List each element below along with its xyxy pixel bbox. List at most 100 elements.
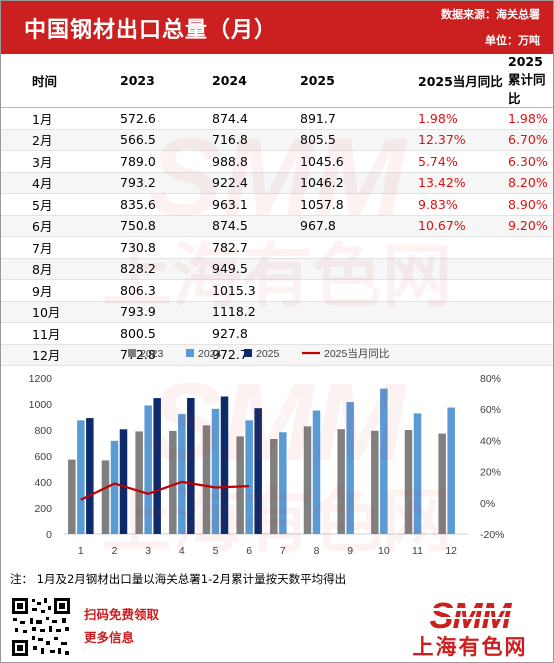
table-cell: 891.7 [300, 107, 418, 130]
y2-tick-label: 0% [480, 498, 495, 510]
table-cell: 1118.2 [212, 301, 300, 323]
y-tick-label: 1000 [29, 399, 53, 411]
table-cell: 963.1 [212, 193, 300, 216]
export-chart: 0 200 400 600 800 1000 1200 -20% 0% 20% 40% 60% 80% 1… [29, 347, 505, 557]
x-tick-label: 12 [445, 545, 457, 557]
table-cell: 874.4 [212, 107, 300, 130]
table-cell [418, 301, 508, 323]
table-cell: 782.7 [212, 236, 300, 259]
table-row: 3月 789.0 988.8 1045.6 5.74% 6.30% [0, 150, 554, 173]
table-cell: 6.30% [508, 150, 554, 173]
legend-label-2024: 2024 [198, 348, 222, 360]
unit-label: 单位：万吨 [485, 34, 540, 47]
table-cell: 12.37% [418, 129, 508, 151]
legend-label-2025当月同比: 2025当月同比 [324, 347, 389, 360]
bar-2024-7 [279, 432, 287, 534]
table-row: 9月 806.3 1015.3 [0, 279, 554, 302]
table-cell [508, 301, 554, 323]
table-cell [508, 279, 554, 302]
bar-2023-5 [202, 425, 211, 534]
y-tick-label: 1200 [29, 373, 53, 385]
bar-2024-1 [77, 420, 85, 534]
legend-swatch-2024 [186, 349, 194, 357]
y2-tick-label: 60% [480, 404, 501, 416]
x-tick-label: 6 [246, 545, 252, 557]
bar-2024-11 [413, 413, 422, 534]
bar-2024-2 [110, 440, 119, 534]
bar-2023-10 [371, 430, 379, 534]
table-cell [508, 322, 554, 345]
bar-2024-10 [380, 388, 388, 534]
table-cell [300, 236, 418, 259]
table-cell [300, 344, 418, 366]
table-cell: 3月 [0, 150, 120, 173]
table-cell: 4月 [0, 172, 120, 194]
table-cell: 10.67% [418, 215, 508, 237]
table-cell [300, 258, 418, 280]
bar-2023-11 [404, 429, 413, 534]
bar-2024-4 [178, 414, 186, 534]
bar-2024-8 [312, 410, 321, 534]
table-cell: 949.5 [212, 258, 300, 280]
table-row: 7月 730.8 782.7 [0, 236, 554, 259]
y-tick-label: 600 [34, 451, 52, 463]
bar-2023-8 [303, 426, 312, 534]
table-cell [508, 258, 554, 280]
x-tick-label: 9 [347, 545, 353, 557]
table-row: 1月 572.6 874.4 891.7 1.98% 1.98% [0, 107, 554, 130]
bar-2023-7 [270, 438, 278, 534]
table-cell: 793.9 [120, 301, 212, 323]
data-source: 数据来源：海关总署 [441, 8, 540, 21]
footnote: 注： 1月及2月钢材出口量以海关总署1-2月累计量按天数平均得出 [10, 572, 347, 586]
table-cell: 1015.3 [212, 279, 300, 302]
table-cell: 835.6 [120, 193, 212, 216]
table-cell [508, 344, 554, 366]
svg-text:上海有色网: 上海有色网 [413, 635, 528, 658]
table-cell: 805.5 [300, 129, 418, 151]
table-row: 10月 793.9 1118.2 [0, 301, 554, 323]
table-cell: 572.6 [120, 107, 212, 130]
column-header: 2025累计同比 [508, 54, 554, 108]
table-cell: 9月 [0, 279, 120, 302]
x-tick-label: 5 [213, 545, 219, 557]
bar-2025-2 [119, 429, 128, 534]
qr-code-icon[interactable] [10, 596, 72, 658]
table-cell [300, 322, 418, 345]
svg-text:SMM: SMM [430, 596, 513, 636]
table-cell [300, 301, 418, 323]
x-tick-label: 3 [145, 545, 151, 557]
y-tick-label: 400 [34, 477, 52, 489]
bar-2025-5 [220, 396, 229, 534]
table-cell [300, 279, 418, 302]
table-cell: 8.20% [508, 172, 554, 194]
bar-2023-3 [135, 431, 143, 534]
line-2025当月同比 [80, 480, 250, 501]
column-header: 2025 [300, 54, 418, 108]
x-tick-label: 4 [179, 545, 185, 557]
y-tick-label: 800 [34, 425, 52, 437]
cta-more-info[interactable]: 更多信息 [84, 630, 135, 645]
column-header: 时间 [0, 54, 120, 108]
column-header: 2024 [212, 54, 300, 108]
table-cell: 9.83% [418, 193, 508, 216]
table-cell: 750.8 [120, 215, 212, 237]
table-cell: 972.7 [212, 344, 300, 366]
bar-2024-6 [245, 420, 253, 534]
x-tick-label: 10 [378, 545, 390, 557]
column-header: 2025当月同比 [418, 54, 508, 108]
legend-swatch-2025 [244, 349, 252, 357]
table-cell: 8月 [0, 258, 120, 280]
bar-2025-6 [254, 408, 262, 534]
bar-2023-9 [337, 429, 345, 534]
x-tick-label: 11 [412, 545, 423, 557]
cta-scan[interactable]: 扫码免费领取 [84, 607, 160, 622]
header-bar: 中国钢材出口总量（月） 数据来源：海关总署 单位：万吨 [0, 0, 554, 54]
x-tick-label: 1 [78, 545, 84, 557]
table-cell: 730.8 [120, 236, 212, 259]
table-cell: 874.5 [212, 215, 300, 237]
table-cell: 828.2 [120, 258, 212, 280]
table-header-row: 时间 2023 2024 2025 2025当月同比 2025累计同比 [0, 54, 554, 108]
bar-2025-3 [153, 398, 161, 534]
legend-label-2025: 2025 [256, 348, 280, 360]
bar-2025-1 [86, 418, 94, 534]
